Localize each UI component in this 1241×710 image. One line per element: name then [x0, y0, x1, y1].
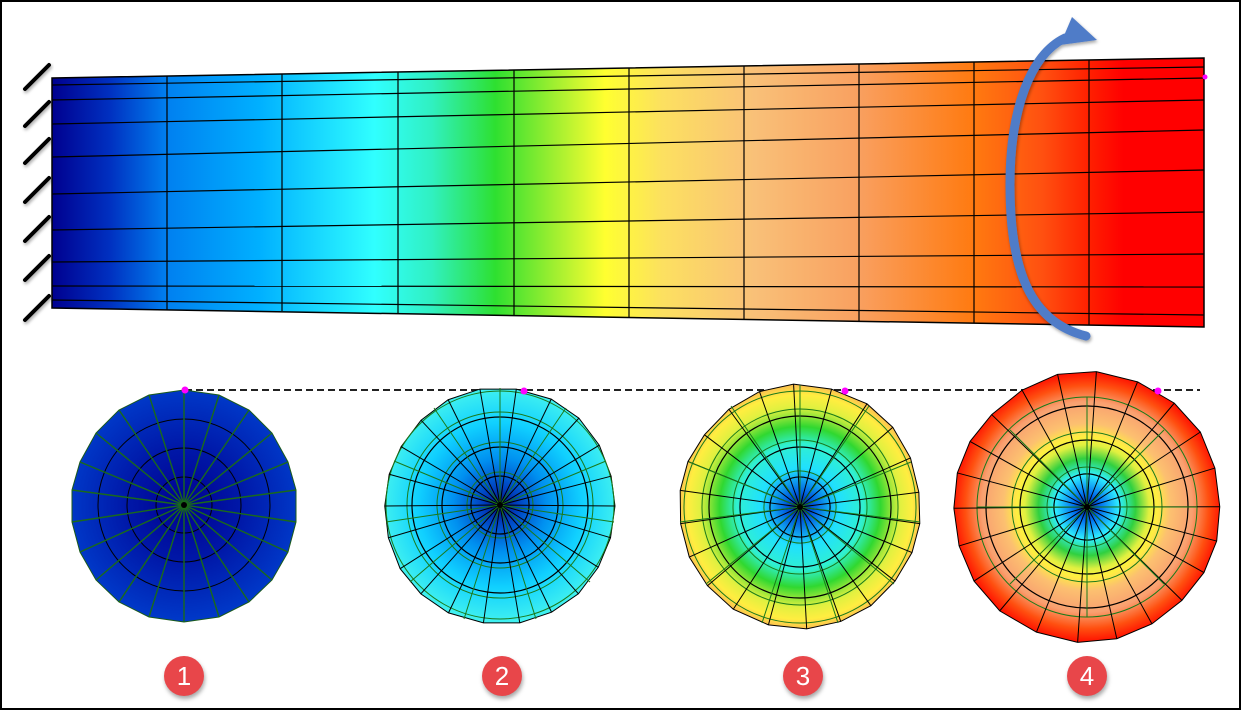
section-badge-4: 4: [1067, 656, 1107, 696]
torsion-moment-arrow-icon: [1005, 17, 1097, 341]
beam-mesh-transverse: [166, 60, 1090, 325]
cross-section-4: [953, 371, 1221, 643]
tracked-node-marker: [1202, 74, 1208, 80]
cross-section-1: [71, 386, 297, 623]
tracked-node-marker: [1154, 387, 1162, 395]
tracked-node-marker: [520, 387, 528, 395]
section-badge-3: 3: [783, 656, 823, 696]
tracked-node-marker: [181, 386, 189, 394]
cross-section-3: [679, 383, 921, 630]
fixed-support-wall: [23, 47, 53, 325]
cross-section-2: [384, 388, 616, 624]
beam-contour: [51, 57, 1208, 328]
tracked-node-marker: [841, 387, 849, 395]
section-badge-2: 2: [482, 656, 522, 696]
section-badge-1: 1: [164, 656, 204, 696]
